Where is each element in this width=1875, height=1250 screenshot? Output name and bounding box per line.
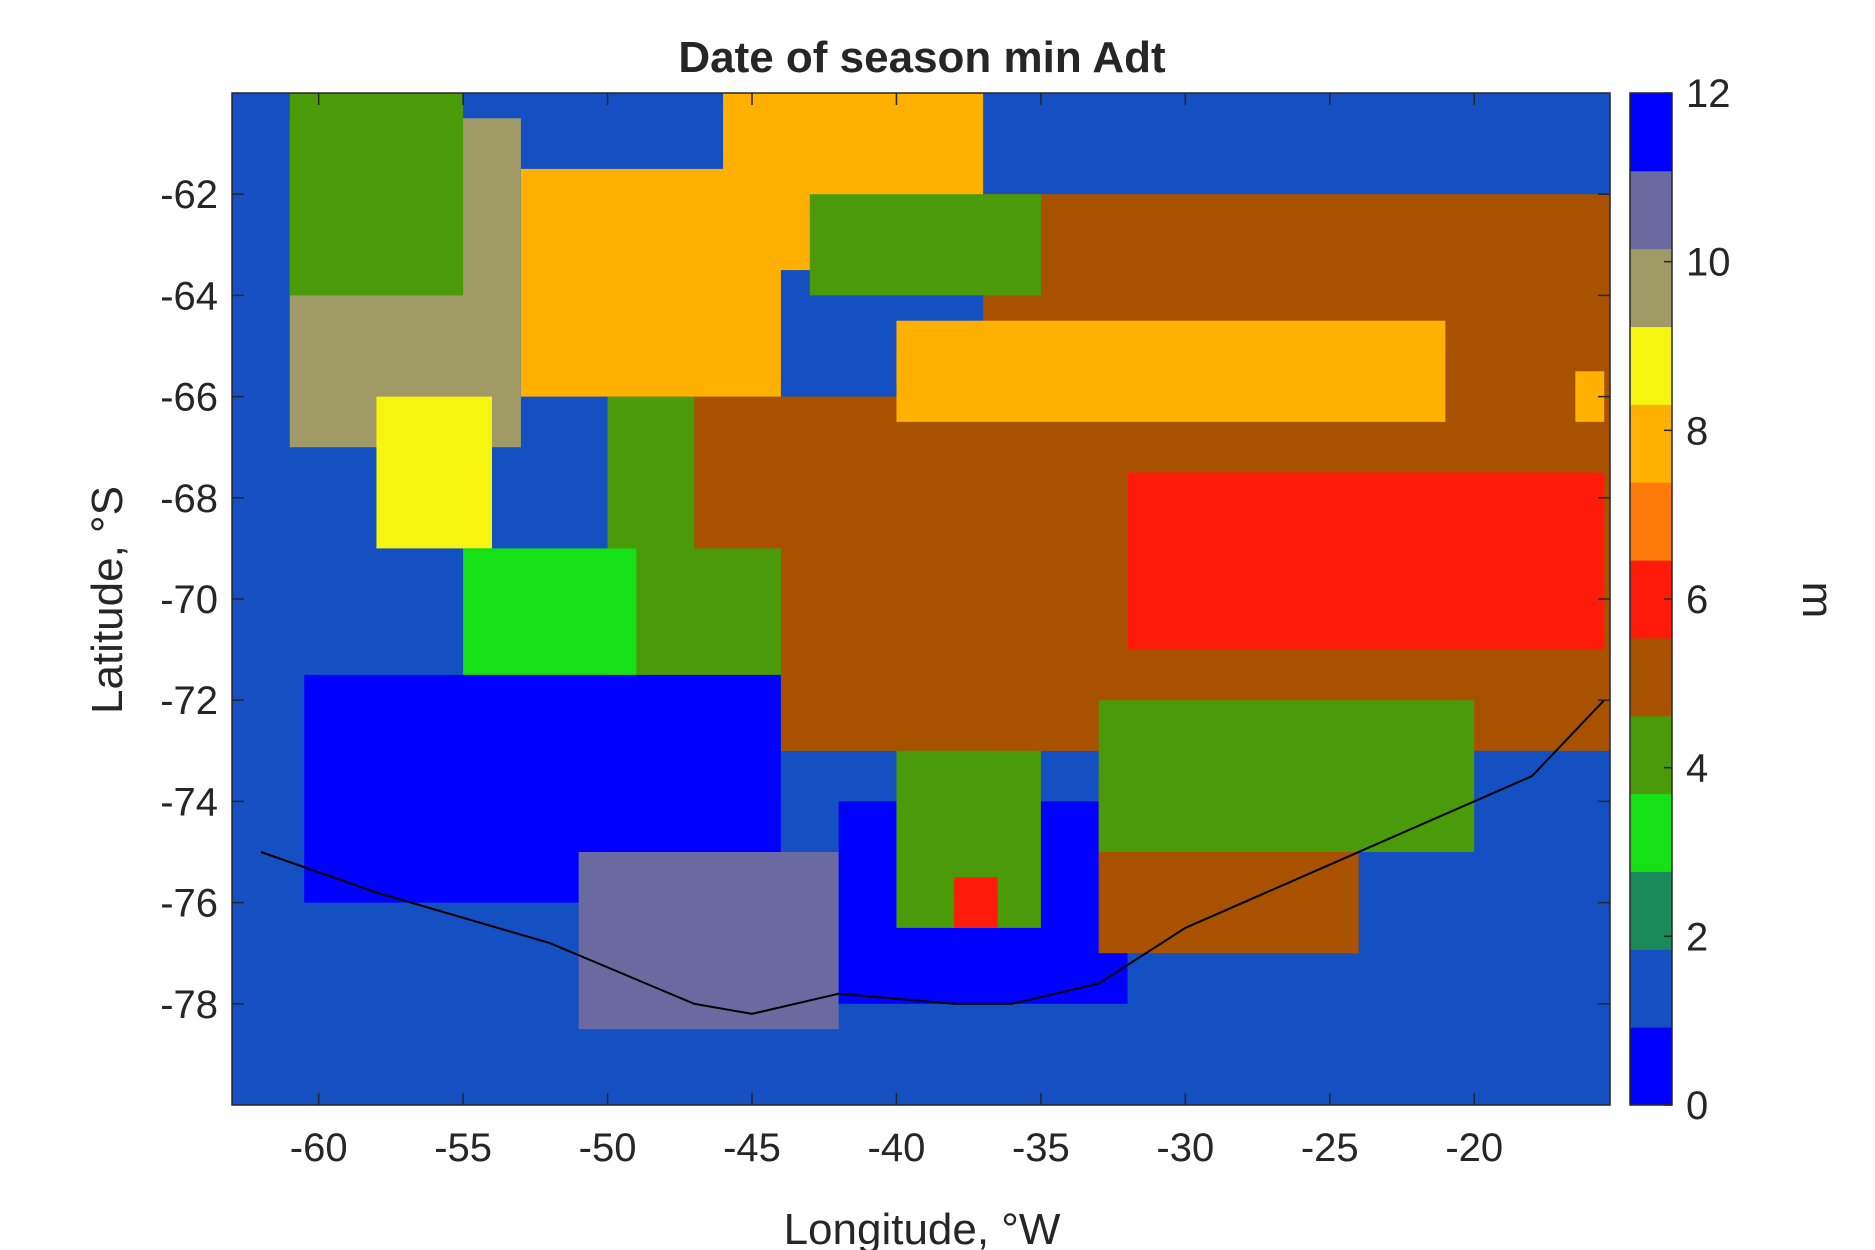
coastline-line [260, 699, 1605, 1015]
heatmap-cell [809, 194, 1041, 296]
colorbar-segment [1630, 949, 1672, 1028]
colorbar-segment [1630, 482, 1672, 561]
colorbar-segment [1630, 871, 1672, 950]
x-tick-label: -30 [1156, 1126, 1214, 1170]
colorbar-segment [1630, 404, 1672, 483]
y-tick-label: -66 [160, 376, 218, 420]
heatmap-cells [289, 93, 1610, 1030]
colorbar-tick-label: 6 [1686, 578, 1708, 622]
y-axis: -62 -64 -66 -68 -70 -72 -74 -76 -78 [160, 173, 1610, 1027]
colorbar-tick-label: 4 [1686, 747, 1708, 791]
colorbar-segment [1630, 248, 1672, 328]
heatmap-cell [896, 320, 1446, 422]
chart-title: Date of season min Adt [678, 33, 1166, 82]
x-tick-label: -40 [868, 1126, 926, 1170]
colorbar-segment [1630, 1027, 1672, 1106]
x-tick-label: -45 [723, 1126, 781, 1170]
colorbar-segment [1630, 170, 1672, 250]
colorbar-segment [1630, 715, 1672, 795]
colorbar-segment [1630, 326, 1672, 405]
y-tick-label: -78 [160, 983, 218, 1027]
x-tick-label: -60 [290, 1126, 348, 1170]
heatmap-cell [289, 93, 464, 296]
y-tick-label: -74 [160, 780, 218, 824]
colorbar-segment [1630, 637, 1672, 717]
colorbar-tick-label: 2 [1686, 915, 1708, 959]
colorbar-tick-label: 10 [1686, 241, 1731, 285]
x-axis-label: Longitude, °W [784, 1205, 1061, 1250]
colorbar-segment [1630, 93, 1672, 172]
plot-area [231, 92, 1611, 1106]
heatmap-cell [1098, 700, 1475, 852]
heatmap-cell [376, 396, 492, 549]
colorbar-ticks: 0 2 4 6 8 10 12 [1664, 72, 1731, 1128]
heatmap-cell [954, 877, 998, 928]
colorbar-label: m [1793, 582, 1842, 619]
x-tick-label: -50 [579, 1126, 637, 1170]
colorbar: 0 2 4 6 8 10 12 m [1629, 72, 1842, 1128]
heatmap-cell [578, 852, 839, 1030]
colorbar-segment [1630, 793, 1672, 872]
heatmap-cell [463, 548, 637, 675]
colorbar-tick-label: 0 [1686, 1084, 1708, 1128]
x-tick-label: -25 [1301, 1126, 1359, 1170]
x-axis: -60 -55 -50 -45 -40 -35 -30 -25 -20 [290, 93, 1503, 1170]
y-tick-label: -62 [160, 173, 218, 217]
y-axis-label: Latitude, °S [83, 486, 132, 714]
y-tick-label: -72 [160, 679, 218, 723]
colorbar-tick-label: 8 [1686, 409, 1708, 453]
y-tick-label: -70 [160, 578, 218, 622]
x-tick-label: -20 [1445, 1126, 1503, 1170]
y-tick-label: -76 [160, 882, 218, 926]
x-tick-label: -35 [1012, 1126, 1070, 1170]
heatmap-cell [1127, 472, 1605, 650]
y-tick-label: -64 [160, 274, 218, 318]
y-tick-label: -68 [160, 477, 218, 521]
colorbar-gradient [1630, 93, 1672, 1106]
x-tick-label: -55 [434, 1126, 492, 1170]
colorbar-tick-label: 12 [1686, 72, 1731, 116]
